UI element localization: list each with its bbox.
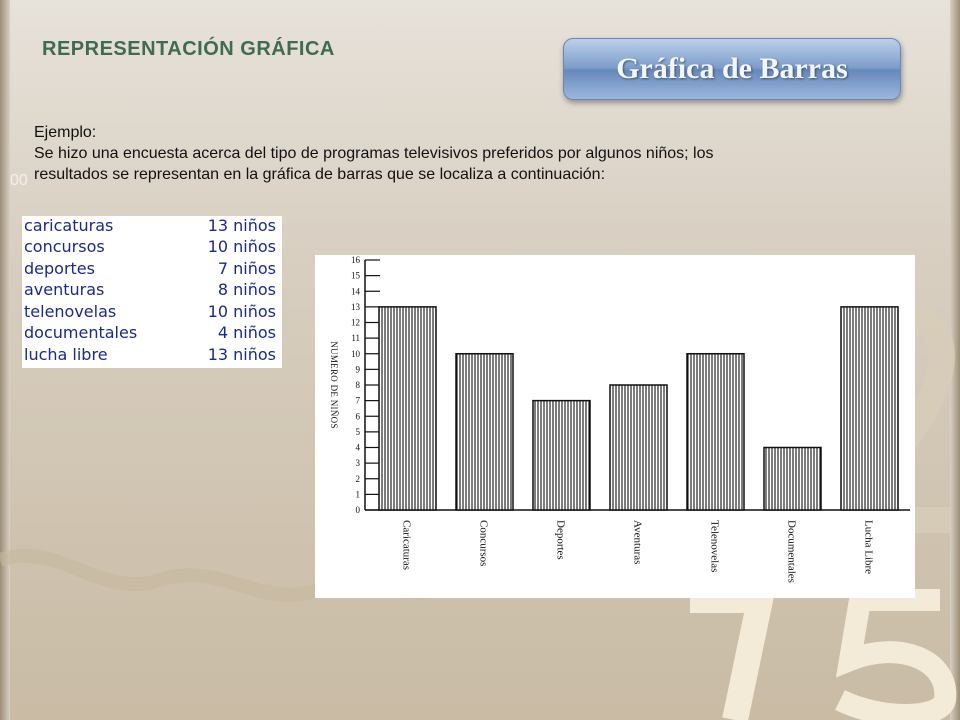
table-row: caricaturas 13 niños	[22, 216, 282, 237]
y-tick-label: 15	[351, 271, 361, 281]
table-value: 8 niños	[217, 280, 276, 299]
y-tick-label: 6	[356, 411, 361, 421]
table-row: telenovelas 10 niños	[22, 302, 282, 323]
title-button-label: Gráfica de Barras	[616, 52, 848, 85]
table-row: lucha libre 13 niños	[22, 345, 282, 366]
intro-line-1: Se hizo una encuesta acerca del tipo de …	[34, 145, 714, 162]
table-category: caricaturas	[24, 216, 114, 235]
table-category: documentales	[24, 323, 138, 342]
x-category-label: Telenovelas	[709, 520, 721, 572]
table-category: lucha libre	[24, 345, 108, 364]
y-tick-label: 5	[356, 427, 361, 437]
bar	[532, 399, 591, 511]
x-category-label: Aventuras	[632, 520, 644, 564]
x-category-label: Documentales	[786, 520, 798, 583]
table-category: deportes	[24, 259, 95, 278]
y-tick-label: 16	[351, 255, 361, 265]
bar	[686, 353, 745, 511]
y-axis-label: NUMERO DE NIÑOS	[329, 341, 339, 429]
x-category-label: Deportes	[555, 520, 567, 560]
y-tick-label: 10	[351, 349, 361, 359]
table-value: 13 niños	[207, 345, 276, 364]
bar	[455, 353, 514, 511]
x-category-label: Caricaturas	[401, 520, 413, 570]
bar	[763, 446, 822, 511]
y-tick-label: 12	[351, 318, 360, 328]
y-tick-label: 8	[356, 380, 361, 390]
section-heading: REPRESENTACIÓN GRÁFICA	[42, 38, 335, 60]
y-tick-label: 14	[351, 286, 361, 296]
table-row: documentales 4 niños	[22, 323, 282, 344]
data-table: caricaturas 13 niños concursos 10 niños …	[22, 216, 282, 368]
bar	[378, 306, 437, 511]
table-value: 13 niños	[207, 216, 276, 235]
table-row: concursos 10 niños	[22, 237, 282, 258]
y-tick-label: 3	[356, 458, 361, 468]
table-value: 10 niños	[207, 302, 276, 321]
intro-line-2: resultados se representan en la gráfica …	[34, 166, 606, 183]
table-category: telenovelas	[24, 302, 117, 321]
table-row: deportes 7 niños	[22, 259, 282, 280]
y-tick-label: 7	[356, 396, 361, 406]
stray-text: 00	[10, 172, 28, 189]
x-category-label: Lucha Libre	[863, 520, 875, 574]
left-frame	[0, 0, 10, 720]
intro-text: Ejemplo: Se hizo una encuesta acerca del…	[34, 122, 944, 185]
y-tick-label: 2	[356, 474, 361, 484]
table-value: 4 niños	[217, 323, 276, 342]
y-tick-label: 9	[356, 364, 361, 374]
bar	[609, 384, 668, 511]
y-tick-label: 13	[351, 302, 361, 312]
bar	[840, 306, 899, 511]
bar-chart: 0 1 2 3 4 5 6 7 8 9 10 11 12 13 14 15 16 NUMERO DE NIÑOS C…	[315, 255, 915, 598]
table-category: aventuras	[24, 280, 105, 299]
intro-label: Ejemplo:	[34, 124, 97, 141]
y-tick-label: 11	[351, 333, 360, 343]
table-category: concursos	[24, 237, 105, 256]
table-value: 10 niños	[207, 237, 276, 256]
y-tick-label: 0	[356, 505, 361, 515]
right-frame	[950, 0, 960, 720]
x-category-label: Concursos	[478, 520, 490, 566]
y-tick-label: 4	[356, 443, 361, 453]
table-value: 7 niños	[217, 259, 276, 278]
y-tick-label: 1	[356, 489, 361, 499]
table-row: aventuras 8 niños	[22, 280, 282, 301]
title-button[interactable]: Gráfica de Barras	[563, 38, 901, 100]
